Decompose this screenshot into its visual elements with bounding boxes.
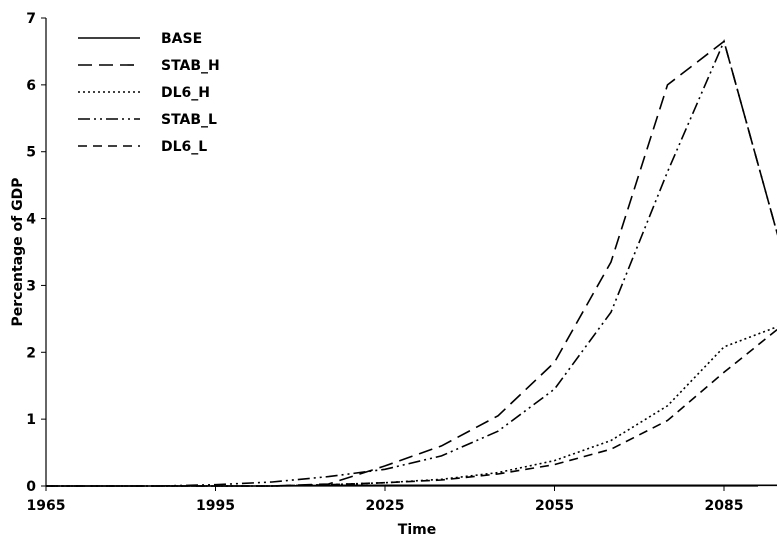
y-tick-label: 7 [26,11,36,27]
legend-label: DL6_H [161,85,210,101]
y-tick-label: 4 [26,212,36,228]
series-line-stab-l [46,39,777,487]
y-tick-label: 1 [26,412,36,428]
x-tick-label: 2025 [366,498,405,514]
legend: BASE STAB_H DL6_H STAB_L DL6_L [78,31,220,155]
series-line-dl6-h [46,325,777,487]
series-line-stab-h [46,40,777,487]
x-axis-title: Time [398,522,436,538]
x-tick-label: 1995 [196,498,235,514]
x-tick-label: 2055 [535,498,574,514]
y-tick-label: 6 [26,78,36,94]
y-tick-label: 5 [26,145,36,161]
y-tick-label: 0 [26,479,36,495]
series-lines [46,39,777,487]
y-tick-label: 2 [26,345,36,361]
legend-label: DL6_L [161,139,207,155]
series-line-dl6-l [46,328,777,487]
x-tick-label: 2085 [705,498,744,514]
legend-label: BASE [161,31,202,47]
axes: 0 1 2 3 4 5 6 7 1965 1995 2025 2055 2085 [26,11,758,514]
legend-label: STAB_H [161,58,220,74]
x-tick-label: 1965 [27,498,66,514]
legend-label: STAB_L [161,112,217,128]
y-axis-title: Percentage of GDP [10,178,26,327]
y-tick-label: 3 [26,278,36,294]
